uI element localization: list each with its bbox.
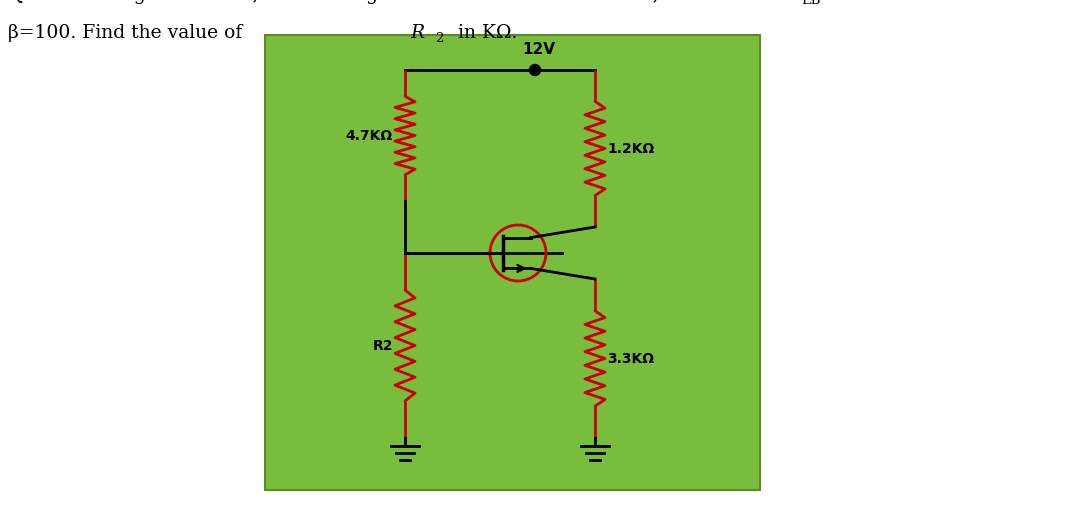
- Text: R: R: [410, 24, 424, 42]
- Text: In the given circuit, if the voltage across 3.3 kΩ resistor is 5V,: In the given circuit, if the voltage acr…: [72, 0, 665, 4]
- Text: 3.3KΩ: 3.3KΩ: [607, 352, 654, 366]
- Text: R2: R2: [373, 339, 393, 353]
- Text: EB: EB: [801, 0, 821, 7]
- Text: Q-2:: Q-2:: [8, 0, 53, 4]
- Text: 12V: 12V: [523, 42, 555, 57]
- Text: β=100. Find the value of: β=100. Find the value of: [8, 24, 248, 42]
- Text: V: V: [780, 0, 794, 4]
- Text: 2: 2: [435, 32, 444, 45]
- Bar: [265, 36, 760, 490]
- Text: in KΩ.: in KΩ.: [453, 24, 517, 42]
- Circle shape: [529, 65, 540, 76]
- Text: 4.7KΩ: 4.7KΩ: [346, 129, 393, 143]
- Text: = 0.7V and: = 0.7V and: [828, 0, 935, 4]
- Text: 1.2KΩ: 1.2KΩ: [607, 142, 654, 156]
